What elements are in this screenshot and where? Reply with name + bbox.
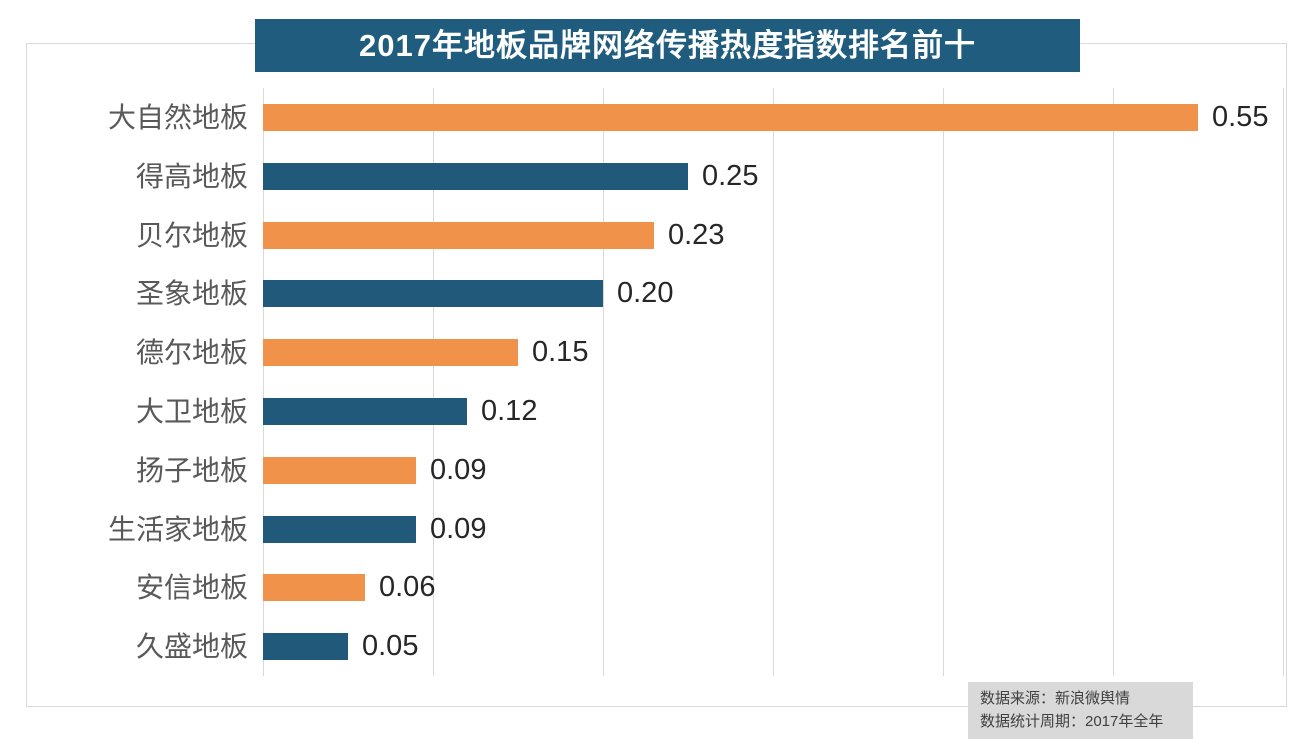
value-label: 0.25 — [702, 159, 759, 192]
value-label: 0.23 — [668, 218, 725, 251]
source-note: 数据来源：新浪微舆情 数据统计周期：2017年全年 — [968, 682, 1193, 739]
category-label: 安信地板 — [135, 572, 248, 604]
gridline — [943, 88, 944, 676]
bar — [263, 574, 365, 602]
value-label: 0.09 — [430, 512, 487, 545]
gridline — [773, 88, 774, 676]
category-label: 生活家地板 — [107, 513, 248, 545]
category-label: 久盛地板 — [135, 631, 248, 663]
category-label: 得高地板 — [135, 160, 248, 192]
gridline — [1283, 88, 1284, 676]
gridline — [263, 88, 264, 676]
gridline — [433, 88, 434, 676]
category-label: 大自然地板 — [107, 102, 248, 133]
category-label: 扬子地板 — [135, 454, 248, 486]
chart-title: 2017年地板品牌网络传播热度指数排名前十 — [255, 19, 1080, 72]
value-label: 0.20 — [617, 277, 674, 310]
category-label: 圣象地板 — [135, 278, 248, 310]
source-line-period: 数据统计周期：2017年全年 — [980, 713, 1164, 730]
bar — [263, 633, 348, 661]
value-label: 0.12 — [481, 395, 538, 427]
value-label: 0.05 — [362, 630, 419, 663]
gridline — [1113, 88, 1114, 676]
bar — [263, 162, 688, 190]
bar — [263, 280, 603, 308]
category-label: 德尔地板 — [135, 337, 248, 369]
bar — [263, 221, 654, 249]
category-label: 大卫地板 — [135, 396, 248, 427]
value-label: 0.15 — [532, 336, 589, 369]
source-line-origin: 数据来源：新浪微舆情 — [980, 690, 1131, 707]
bar — [263, 339, 518, 367]
bar — [263, 103, 1198, 131]
bar — [263, 515, 416, 543]
bar — [263, 397, 467, 425]
category-label: 贝尔地板 — [135, 219, 248, 251]
gridline — [603, 88, 604, 676]
bar — [263, 456, 416, 484]
value-label: 0.06 — [379, 571, 436, 604]
value-label: 0.55 — [1212, 101, 1269, 133]
value-label: 0.09 — [430, 453, 487, 486]
